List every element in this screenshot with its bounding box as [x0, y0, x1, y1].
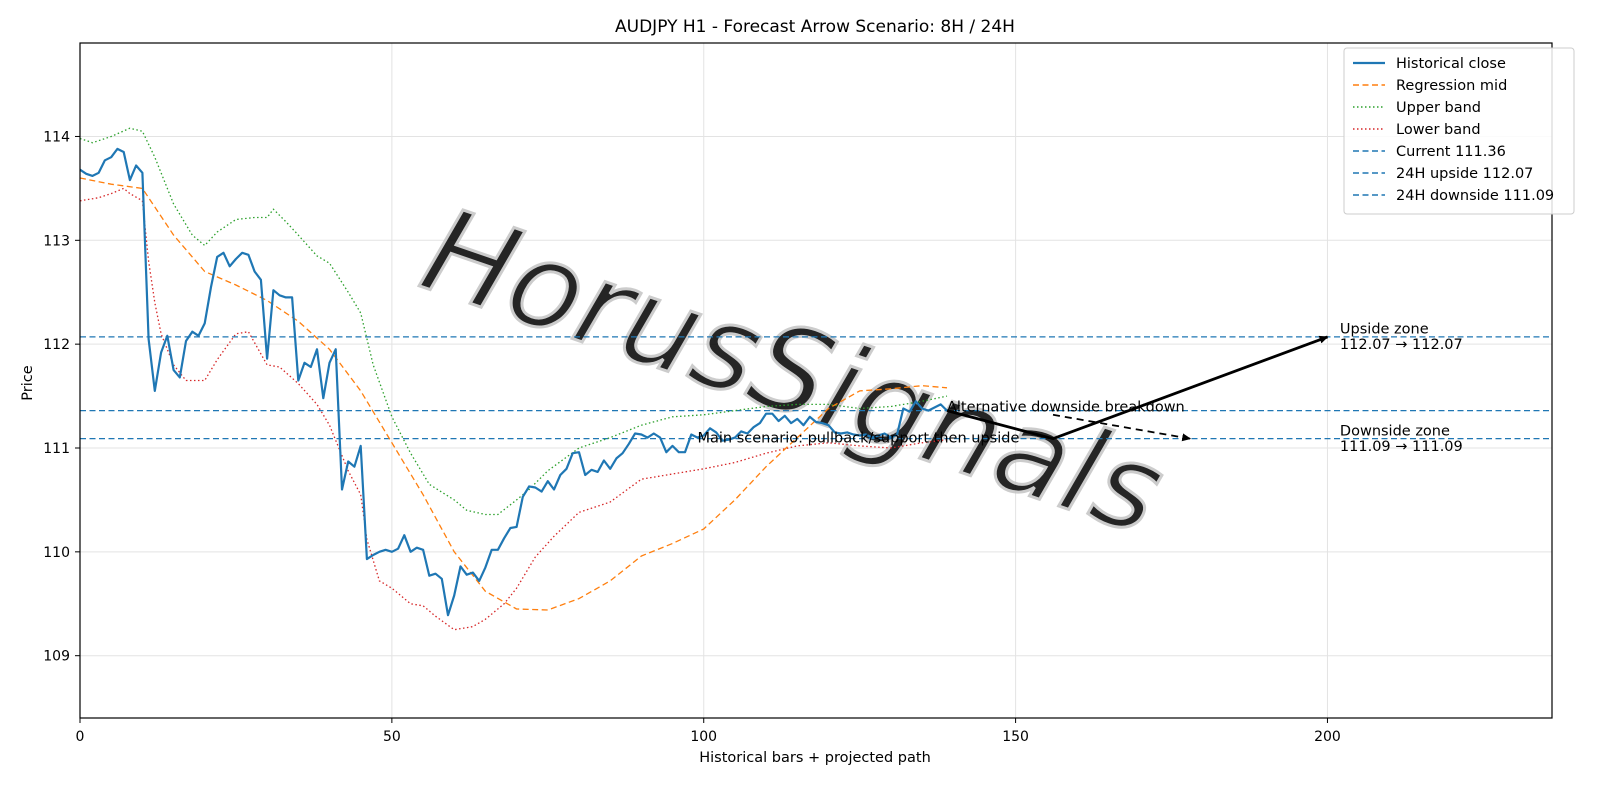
x-tick-label: 200	[1314, 729, 1341, 745]
y-axis-label: Price	[20, 365, 36, 400]
annotation-label: 112.07 → 112.07	[1340, 337, 1463, 353]
watermark-text: HorusSignals	[407, 181, 1180, 562]
legend-label: 24H upside 112.07	[1396, 166, 1533, 182]
annotation-label: Alternative downside breakdown	[947, 399, 1185, 415]
legend-label: Historical close	[1396, 56, 1506, 72]
annotation-label: Downside zone	[1340, 423, 1450, 439]
legend-label: 24H downside 111.09	[1396, 188, 1554, 204]
legend-label: Regression mid	[1396, 78, 1507, 94]
y-tick-label: 110	[43, 545, 70, 561]
legend-label: Current 111.36	[1396, 144, 1506, 160]
y-tick-label: 109	[43, 649, 70, 665]
annotation-label: Upside zone	[1340, 322, 1429, 338]
x-tick-label: 0	[76, 729, 85, 745]
legend-box	[1343, 47, 1575, 215]
x-tick-label: 50	[383, 729, 401, 745]
x-axis-label: Historical bars + projected path	[699, 750, 931, 766]
chart-title: AUDJPY H1 - Forecast Arrow Scenario: 8H …	[615, 17, 1015, 37]
series-line	[80, 147, 948, 617]
series-line	[80, 177, 948, 611]
forecast-arrow	[946, 335, 1329, 441]
legend: Historical close Regression mid Upper band…	[1343, 47, 1575, 215]
legend-label: Upper band	[1396, 100, 1481, 116]
y-tick-label: 111	[43, 441, 70, 457]
series-line	[80, 187, 948, 631]
y-tick-label: 113	[43, 233, 70, 249]
y-tick-label: 112	[43, 337, 70, 353]
annotation-label: 111.09 → 111.09	[1340, 439, 1463, 455]
legend-label: Lower band	[1396, 122, 1481, 138]
annotation-label: Main scenario: pullback/support then ups…	[697, 431, 1019, 447]
series-line	[80, 127, 948, 516]
x-tick-label: 150	[1002, 729, 1029, 745]
plot-frame	[79, 42, 1553, 719]
plot-area	[80, 127, 1552, 631]
y-tick-label: 114	[43, 129, 70, 145]
x-tick-label: 100	[690, 729, 717, 745]
